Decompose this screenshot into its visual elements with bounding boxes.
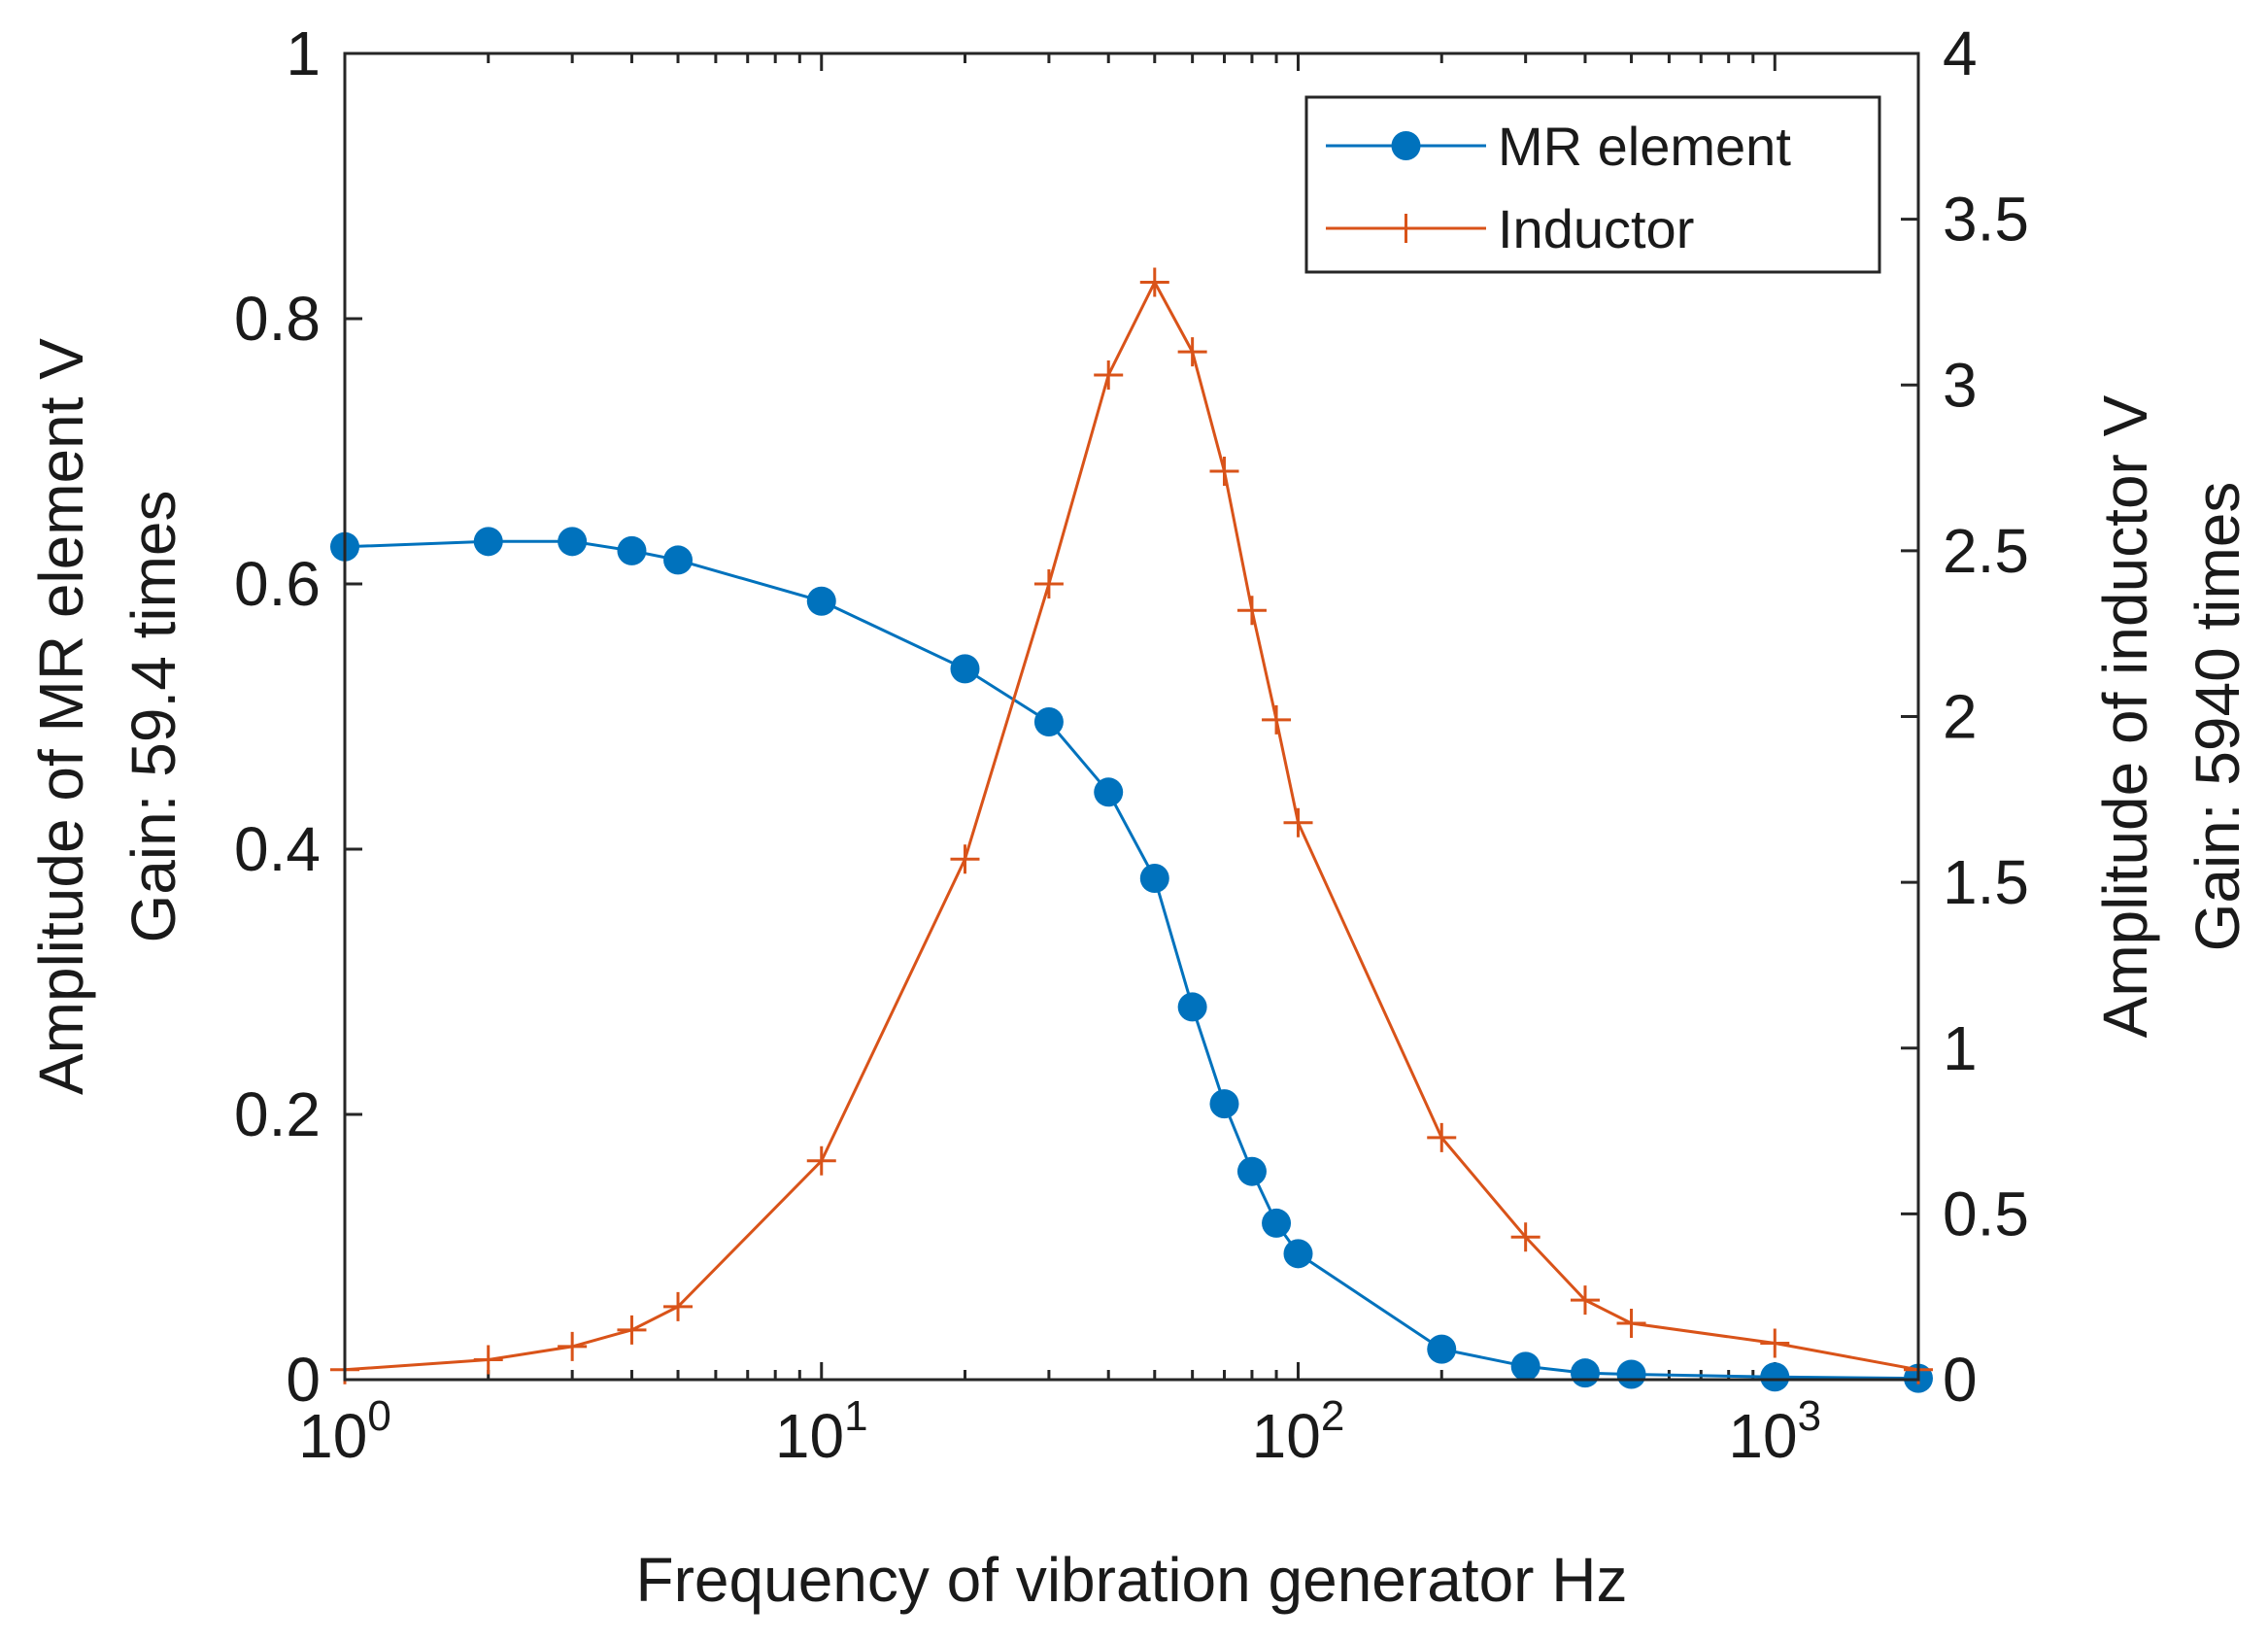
data-point-mr-element	[806, 586, 836, 616]
right-axis-gain-label: Gain: 5940 times	[2183, 482, 2252, 952]
left-axis-gain-label: Gain: 59.4 times	[118, 491, 188, 943]
data-point-inductor	[558, 1331, 588, 1361]
left-axis-title: Amplitude of MR element V	[26, 338, 96, 1095]
x-tick-label: 103	[1728, 1392, 1821, 1471]
y-right-tick-label: 1	[1943, 1013, 1978, 1083]
y-right-tick-label: 4	[1943, 18, 1978, 88]
x-tick-label: 101	[775, 1392, 868, 1471]
y-right-tick-label: 2.5	[1943, 516, 2029, 586]
data-point-mr-element	[950, 654, 980, 684]
legend-label-inductor: Inductor	[1498, 198, 1694, 259]
data-point-inductor	[1570, 1285, 1600, 1316]
legend-marker-inductor	[1391, 214, 1421, 243]
series-line-inductor	[344, 279, 1919, 1372]
right-axis-title: Amplitude of inductor V	[2090, 394, 2160, 1038]
data-point-inductor	[1510, 1222, 1540, 1252]
data-point-mr-element	[1760, 1362, 1790, 1392]
data-point-mr-element	[1209, 1089, 1239, 1119]
data-point-mr-element	[1283, 1239, 1313, 1269]
data-point-mr-element	[1236, 1156, 1267, 1186]
y-right-tick-label: 3.5	[1943, 185, 2029, 255]
legend-label-mr-element: MR element	[1498, 116, 1791, 177]
data-point-inductor	[1177, 337, 1207, 367]
data-point-mr-element	[1139, 864, 1169, 894]
x-tick-label: 102	[1252, 1392, 1345, 1471]
data-point-mr-element	[1570, 1358, 1600, 1388]
x-axis-title: Frequency of vibration generator Hz	[636, 1545, 1628, 1615]
data-point-inductor	[1209, 456, 1239, 486]
data-point-inductor	[1283, 807, 1313, 838]
data-point-mr-element	[473, 527, 503, 557]
data-point-inductor	[663, 1291, 694, 1321]
data-point-inductor	[1033, 569, 1064, 598]
y-left-tick-label: 0.2	[234, 1079, 321, 1149]
data-point-mr-element	[1510, 1351, 1540, 1382]
data-point-mr-element	[663, 545, 694, 575]
data-point-mr-element	[1616, 1359, 1646, 1389]
data-point-inductor	[1236, 596, 1267, 626]
series-line-mr-element	[344, 539, 1919, 1381]
data-point-inductor	[1139, 267, 1169, 297]
series-layer	[330, 267, 1933, 1393]
y-right-tick-label: 0	[1943, 1345, 1978, 1415]
data-point-mr-element	[1033, 706, 1064, 736]
data-point-mr-element	[617, 535, 647, 565]
data-point-mr-element	[1262, 1208, 1292, 1238]
tick-layer: 100 101 102 103 0 0.2 0.4 0.6 0.8 1 0 0.5 1 1.5 2 2.5 3 3…	[234, 18, 2029, 1471]
data-point-inductor	[950, 844, 980, 874]
data-point-inductor	[1094, 360, 1124, 391]
data-point-inductor	[1760, 1328, 1790, 1358]
data-point-inductor	[1427, 1122, 1457, 1152]
data-point-mr-element	[1094, 777, 1124, 807]
y-left-tick-label: 1	[286, 18, 321, 88]
data-point-mr-element	[1427, 1334, 1457, 1364]
data-point-mr-element	[558, 527, 588, 557]
data-point-inductor	[806, 1145, 836, 1176]
legend-marker-mr-element	[1391, 131, 1421, 160]
y-right-tick-label: 0.5	[1943, 1179, 2029, 1248]
x-tick-label: 100	[298, 1392, 391, 1471]
y-right-tick-label: 1.5	[1943, 847, 2029, 917]
y-left-tick-label: 0.4	[234, 814, 321, 884]
y-right-tick-label: 2	[1943, 682, 1978, 752]
legend: MR element Inductor	[1304, 95, 1881, 274]
y-right-tick-label: 3	[1943, 350, 1978, 420]
data-point-inductor	[617, 1315, 647, 1345]
data-point-mr-element	[1177, 992, 1207, 1022]
y-left-tick-label: 0.6	[234, 549, 321, 619]
y-left-tick-label: 0	[286, 1345, 321, 1415]
data-point-inductor	[1262, 704, 1292, 735]
plot-frame	[343, 51, 1920, 1382]
data-point-inductor	[1616, 1308, 1646, 1338]
y-left-tick-label: 0.8	[234, 284, 321, 354]
legend-box	[1304, 95, 1881, 274]
data-point-inductor	[473, 1345, 503, 1375]
